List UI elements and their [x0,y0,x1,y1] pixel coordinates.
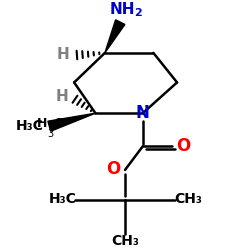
Text: O: O [176,137,191,155]
Text: C: C [54,117,63,130]
Text: H: H [56,89,69,104]
Text: H: H [37,117,48,130]
Text: N: N [136,104,150,122]
Text: CH₃: CH₃ [111,234,139,248]
Text: CH₃: CH₃ [174,192,202,206]
Text: H: H [57,47,70,62]
Text: NH: NH [110,2,136,16]
Text: H₃C: H₃C [48,192,76,206]
Polygon shape [48,113,96,131]
Text: 3: 3 [48,128,54,138]
Text: O: O [106,160,121,178]
Polygon shape [105,20,125,53]
Text: H₃C: H₃C [15,119,43,133]
Text: 2: 2 [134,8,142,18]
